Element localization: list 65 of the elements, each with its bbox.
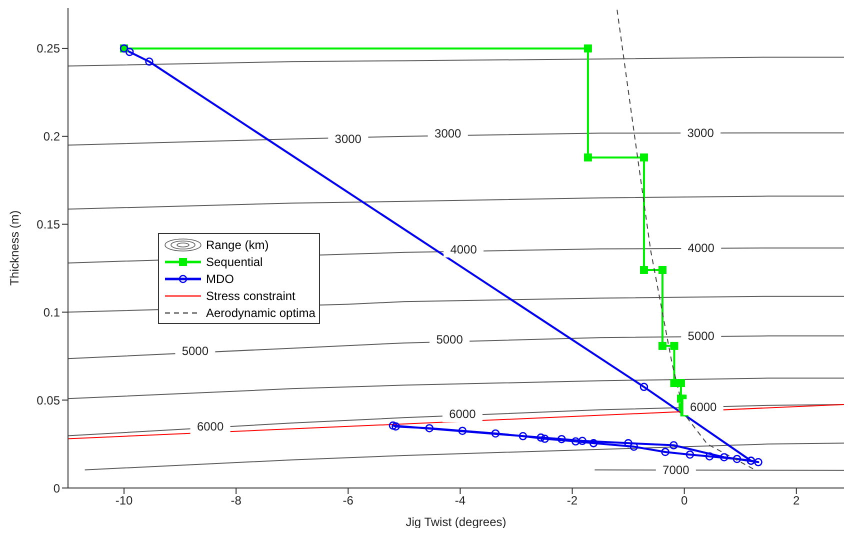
legend-label: MDO: [206, 272, 234, 286]
point: [540, 434, 549, 443]
legend-label: Sequential: [206, 254, 263, 268]
annotation: 4000: [688, 241, 715, 255]
point: [584, 153, 592, 162]
point: [676, 379, 685, 388]
y-axis-title: Thickness (m): [7, 210, 22, 286]
point: [670, 441, 678, 450]
point: [491, 429, 500, 438]
x-tick-label: -4: [454, 494, 466, 508]
annotation: 5000: [182, 344, 209, 358]
point: [640, 153, 648, 162]
legend-label: Aerodynamic optima: [206, 306, 316, 320]
point: [388, 421, 398, 430]
point: [125, 48, 134, 56]
y-tick-label: 0: [53, 481, 60, 496]
point: [640, 382, 648, 392]
point: [536, 433, 546, 442]
point: [518, 432, 528, 440]
point: [754, 458, 762, 466]
y-tick-label: 0.05: [36, 393, 60, 408]
y-tick-label: 0.15: [36, 218, 60, 232]
point: [145, 57, 154, 66]
line-series: [68, 56, 844, 67]
point: [392, 422, 400, 431]
annotation: 6000: [449, 407, 476, 422]
annotation: 3000: [687, 126, 714, 140]
point: [732, 454, 742, 464]
point: [584, 44, 592, 52]
annotation: 4000: [450, 242, 478, 256]
point: [670, 342, 678, 350]
y-tick-label: 0.2: [43, 130, 60, 144]
x-tick-label: -8: [230, 494, 242, 508]
annotation: 6000: [196, 419, 224, 434]
point: [557, 434, 566, 444]
y-tick-label: 0.25: [36, 42, 60, 56]
x-tick-label: 0: [680, 494, 688, 508]
point: [589, 439, 598, 448]
point: [458, 426, 467, 436]
line-series: [68, 378, 844, 400]
annotation: 5000: [688, 328, 715, 343]
point: [705, 452, 714, 460]
legend-label: Stress constraint: [206, 288, 296, 302]
annotation: 5000: [436, 332, 464, 346]
point: [720, 453, 728, 462]
line-series: [68, 196, 844, 210]
point: [571, 437, 580, 446]
point: [658, 266, 666, 274]
point: [658, 342, 666, 350]
point: [686, 450, 694, 459]
point: [640, 266, 648, 274]
x-tick-label: -2: [566, 494, 578, 508]
point: [578, 436, 586, 446]
x-tick-label: -10: [115, 494, 134, 508]
x-tick-label: 2: [793, 494, 800, 508]
annotation: 3000: [334, 132, 362, 146]
y-tick-label: 0.1: [43, 305, 60, 320]
point: [661, 448, 670, 456]
point: [624, 439, 632, 448]
annotation: 7000: [662, 462, 690, 477]
point: [425, 424, 434, 432]
annotation: 6000: [690, 400, 718, 414]
annotation: 3000: [434, 126, 462, 141]
x-tick-label: -6: [342, 494, 354, 508]
legend-label: Range (km): [206, 238, 269, 252]
